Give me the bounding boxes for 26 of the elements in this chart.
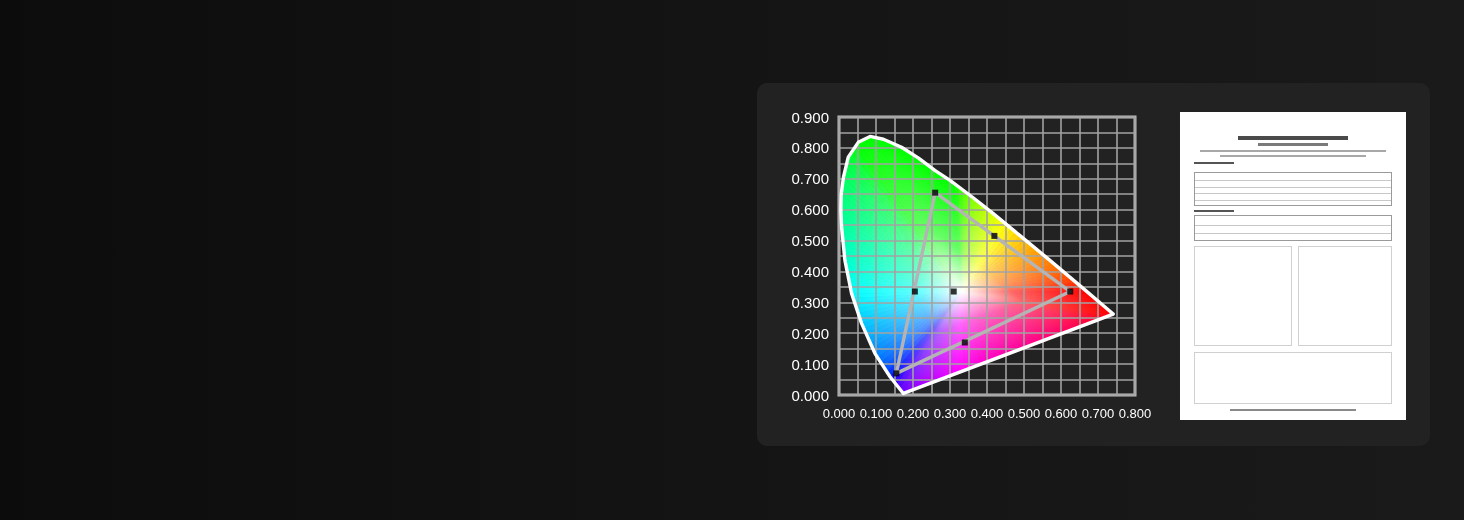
y-tick-label: 0.100 [791,355,829,373]
y-tick-label: 0.600 [791,201,829,219]
y-tick-label: 0.500 [791,232,829,250]
point [950,288,957,295]
point [893,370,900,377]
point [1067,288,1074,295]
y-tick-label: 0.800 [791,139,829,157]
x-tick-label: 0.200 [896,406,930,421]
x-tick-label: 0.400 [970,406,1004,421]
x-tick-label: 0.100 [859,406,893,421]
y-tick-label: 0.200 [791,324,829,342]
x-tick-label: 0.700 [1081,406,1115,421]
y-tick-label: 0.700 [791,170,829,188]
x-tick-label: 0.800 [1118,406,1152,421]
y-tick-label: 0.900 [791,108,829,126]
point [911,288,918,295]
x-tick-label: 0.500 [1007,406,1041,421]
x-tick-label: 0.300 [933,406,967,421]
x-tick-label: 0.000 [822,406,856,421]
y-tick-label: 0.300 [791,293,829,311]
x-tick-label: 0.600 [1044,406,1078,421]
point [991,232,998,239]
point [961,339,968,346]
y-tick-label: 0.400 [791,262,829,280]
y-tick-label: 0.000 [791,386,829,404]
point [932,189,939,196]
